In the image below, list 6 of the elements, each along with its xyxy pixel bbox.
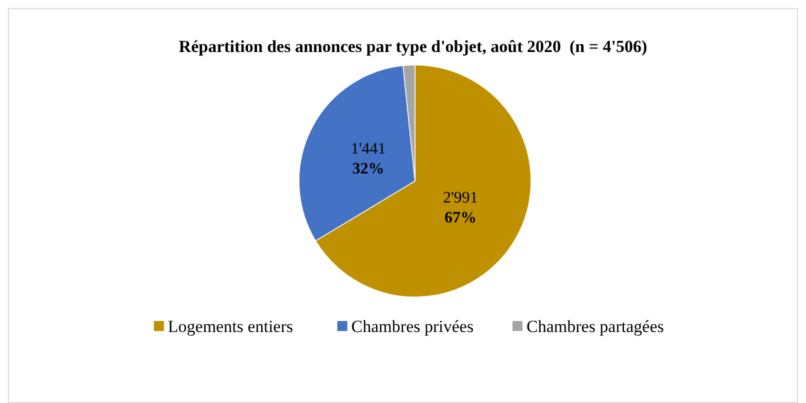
data-label: 2'991 67% bbox=[442, 190, 478, 227]
legend-label: Chambres privées bbox=[351, 317, 474, 336]
legend-label: Chambres partagées bbox=[526, 317, 664, 336]
chart-title: Répartition des annonces par type d'objet, août 2020 (n = 4'506) bbox=[178, 37, 648, 56]
data-label: 1'441 32% bbox=[350, 140, 386, 178]
legend-label: Logements entiers bbox=[168, 317, 294, 336]
